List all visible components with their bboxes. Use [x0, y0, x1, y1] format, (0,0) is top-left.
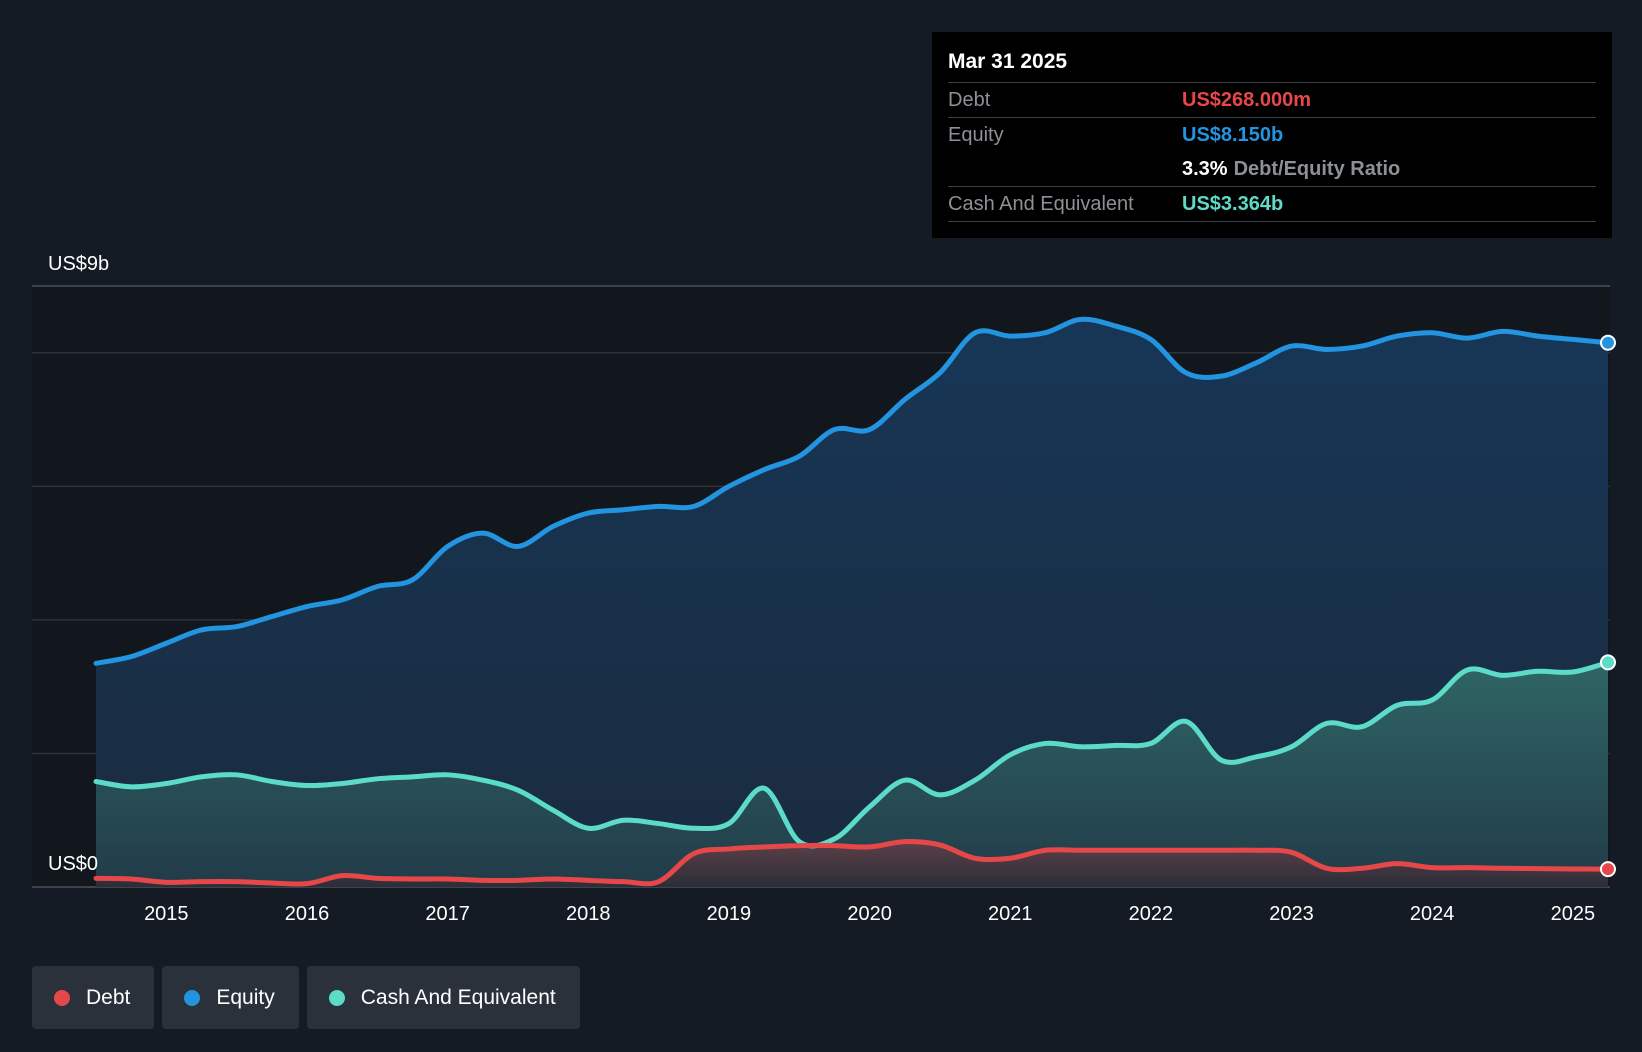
legend-label-debt: Debt: [86, 985, 131, 1009]
y-axis-max-label: US$9b: [48, 253, 109, 275]
tooltip-equity-value: US$8.150b: [1182, 124, 1284, 146]
x-tick-label: 2016: [285, 903, 330, 925]
equity-area: [96, 319, 1608, 887]
debt-area: [96, 841, 1608, 887]
tooltip-cash-value: US$3.364b: [1182, 193, 1284, 215]
tooltip-ratio-value: 3.3%: [1182, 158, 1228, 180]
debt-dot-icon: [54, 989, 70, 1006]
x-tick-label: 2025: [1551, 903, 1596, 925]
tooltip-date: Mar 31 2025: [948, 50, 1068, 73]
legend-item-cash[interactable]: Cash And Equivalent: [306, 966, 580, 1029]
x-tick-label: 2020: [847, 903, 892, 925]
y-axis-min-label: US$0: [48, 853, 98, 875]
x-tick-label: 2019: [707, 903, 752, 925]
legend-item-equity[interactable]: Equity: [162, 966, 299, 1029]
tooltip-debt-row: Debt US$268.000m: [948, 82, 1596, 117]
x-tick-label: 2023: [1269, 903, 1314, 925]
debt-line: [93, 839, 1611, 887]
tooltip-debt-label: Debt: [948, 89, 991, 111]
x-tick-label: 2022: [1129, 903, 1174, 925]
x-tick-label: 2018: [566, 903, 611, 925]
tooltip-ratio-label: Debt/Equity Ratio: [1233, 158, 1401, 180]
tooltip-cash-label: Cash And Equivalent: [948, 193, 1134, 215]
tooltip-ratio-row: 3.3% Debt/Equity Ratio: [948, 152, 1596, 186]
cash-line: [93, 659, 1611, 849]
tooltip-panel: Mar 31 2025 Debt US$268.000m Equity US$8…: [932, 32, 1612, 238]
tooltip-equity-row: Equity US$8.150b: [948, 117, 1596, 152]
equity-endpoint[interactable]: [1600, 334, 1616, 351]
cash-dot-icon: [328, 989, 345, 1006]
x-tick-label: 2024: [1410, 903, 1455, 925]
cash-endpoint[interactable]: [1600, 654, 1616, 671]
cash-area: [96, 662, 1608, 887]
legend-label-equity: Equity: [216, 985, 275, 1009]
legend-label-cash: Cash And Equivalent: [360, 985, 556, 1009]
legend-item-debt[interactable]: Debt: [32, 966, 155, 1029]
x-tick-label: 2021: [988, 903, 1033, 925]
x-tick-label: 2017: [425, 903, 470, 925]
tooltip-cash-row: Cash And Equivalent US$3.364b: [948, 186, 1596, 222]
tooltip-debt-value: US$268.000m: [1182, 89, 1311, 111]
equity-dot-icon: [184, 989, 201, 1006]
debt-endpoint[interactable]: [1600, 861, 1616, 878]
tooltip-equity-label: Equity: [948, 124, 1004, 146]
x-tick-label: 2015: [144, 903, 189, 925]
chart-legend: Debt Equity Cash And Equivalent: [32, 966, 580, 1029]
equity-line: [93, 316, 1611, 666]
